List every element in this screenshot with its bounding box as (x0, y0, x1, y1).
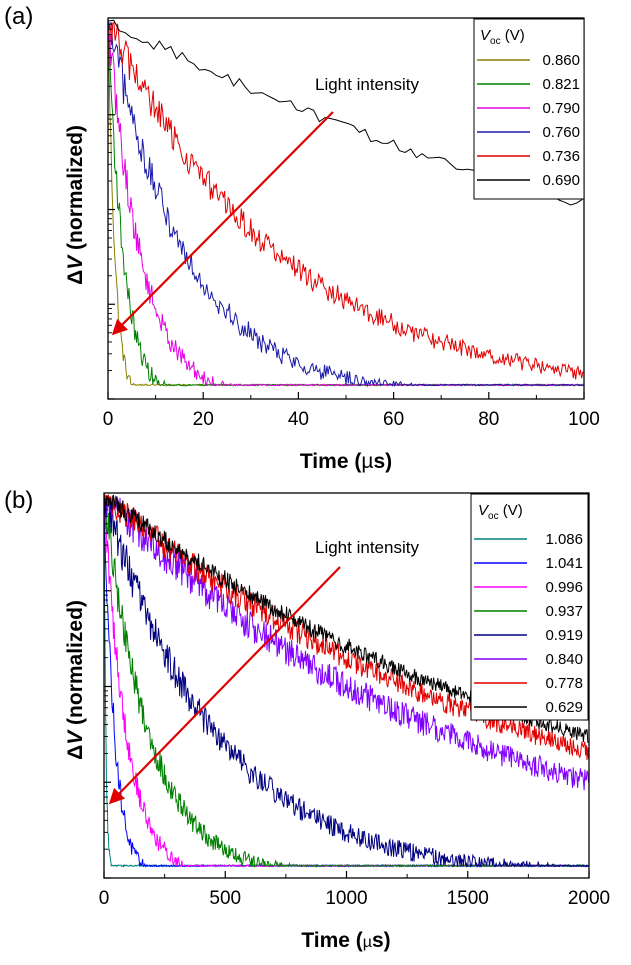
panel-a-legend-header: Voc (V) (480, 27, 525, 47)
panel-a-label: (a) (4, 3, 33, 30)
panel-b-legend-header: Voc (V) (478, 502, 523, 522)
legend-item-1.041: 1.041 (474, 555, 583, 572)
x-tick-label: 0 (99, 888, 110, 909)
legend-label: 0.690 (542, 172, 580, 189)
panel-b-annotation: Light intensity (315, 538, 419, 557)
legend-label: 0.840 (545, 651, 583, 668)
legend-label: 0.821 (542, 76, 580, 93)
panel-b-light-intensity-arrow (108, 566, 341, 805)
x-tick-label: 1000 (325, 888, 367, 909)
panel-a-annotation: Light intensity (315, 75, 419, 94)
x-tick-label: 2000 (568, 888, 610, 909)
legend-item-1.086: 1.086 (474, 531, 583, 548)
legend-label: 0.996 (545, 579, 583, 596)
series-line-0.778 (104, 493, 589, 761)
legend-label: 1.086 (545, 531, 583, 548)
series-line-0.736 (108, 21, 584, 380)
panel-a-y-ticks (108, 23, 115, 400)
legend-label: 0.919 (545, 627, 583, 644)
x-tick-label: 100 (568, 409, 600, 430)
legend-item-0.996: 0.996 (474, 579, 583, 596)
panel-b-legend: Voc (V) 1.086 1.041 0.996 0.937 0.919 0.840 0.… (470, 493, 589, 721)
legend-label: 0.790 (542, 100, 580, 117)
legend-item-0.736: 0.736 (477, 148, 580, 165)
legend-label: 1.041 (545, 555, 583, 572)
panel-b-y-ticks (104, 498, 111, 879)
x-tick-label: 500 (209, 888, 241, 909)
svg-text:ΔV (normalized): ΔV (normalized) (64, 600, 87, 760)
legend-label: 0.860 (542, 52, 580, 69)
panel-a-y-axis-title: ΔV (normalized) (64, 125, 87, 285)
x-tick-label: 40 (288, 409, 309, 430)
panel-a-x-ticks: 0 20 40 60 80 100 (103, 392, 600, 430)
panel-b-x-ticks: 0 500 1000 1500 2000 (99, 871, 610, 909)
legend-item-0.919: 0.919 (474, 627, 583, 644)
svg-text:ΔV (normalized): ΔV (normalized) (64, 125, 87, 285)
panel-b-label: (b) (4, 487, 33, 514)
legend-label: 0.736 (542, 148, 580, 165)
series-line-0.919 (104, 495, 589, 868)
panel-b-y-axis-title: ΔV (normalized) (64, 600, 87, 760)
legend-item-0.760: 0.760 (477, 124, 580, 141)
legend-item-0.860: 0.860 (477, 52, 580, 69)
x-tick-label: 80 (478, 409, 499, 430)
legend-item-0.629: 0.629 (474, 699, 583, 716)
panel-b-plot-area (104, 493, 589, 868)
legend-label: 0.760 (542, 124, 580, 141)
x-tick-label: 60 (383, 409, 404, 430)
x-tick-label: 20 (193, 409, 214, 430)
legend-item-0.778: 0.778 (474, 675, 583, 692)
panel-a-x-axis-title: Time (µs) (300, 450, 392, 473)
panel-a-light-intensity-arrow (111, 111, 334, 336)
panel-a-legend-box (473, 18, 585, 200)
panel-a: (a) ΔV (normalized) 0 20 40 60 80 100 Time (µ… (4, 3, 600, 473)
legend-label: 0.937 (545, 603, 583, 620)
legend-item-0.840: 0.840 (474, 651, 583, 668)
panel-b: (b) ΔV (normalized) 0 500 1000 1500 2000 Tim… (4, 487, 610, 952)
legend-label: 0.778 (545, 675, 583, 692)
legend-item-0.690: 0.690 (477, 172, 580, 189)
x-tick-label: 0 (103, 409, 114, 430)
legend-item-0.790: 0.790 (477, 100, 580, 117)
legend-item-0.937: 0.937 (474, 603, 583, 620)
legend-item-0.821: 0.821 (477, 76, 580, 93)
x-tick-label: 1500 (447, 888, 489, 909)
panel-a-legend: Voc (V) 0.860 0.821 0.790 0.760 0.736 0.690 (473, 18, 585, 200)
legend-label: 0.629 (545, 699, 583, 716)
panel-b-x-axis-title: Time (µs) (301, 929, 390, 952)
